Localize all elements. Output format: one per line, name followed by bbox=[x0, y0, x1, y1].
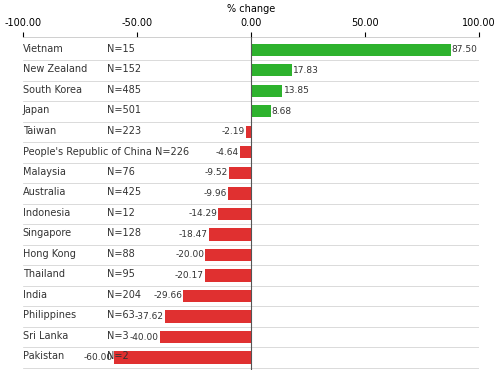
Text: Philippines: Philippines bbox=[22, 310, 76, 321]
Bar bbox=[205, 249, 251, 261]
Text: Taiwan: Taiwan bbox=[22, 126, 56, 136]
Bar bbox=[240, 146, 251, 159]
Bar bbox=[205, 269, 251, 282]
Text: N=88: N=88 bbox=[107, 249, 135, 259]
Text: Indonesia: Indonesia bbox=[22, 208, 70, 218]
Bar bbox=[208, 228, 251, 240]
Text: N=223: N=223 bbox=[107, 126, 142, 136]
Text: -20.17: -20.17 bbox=[174, 271, 204, 280]
Text: 87.50: 87.50 bbox=[452, 45, 477, 54]
Text: Hong Kong: Hong Kong bbox=[22, 249, 76, 259]
Text: N=15: N=15 bbox=[107, 44, 135, 54]
Text: N=152: N=152 bbox=[107, 64, 142, 74]
Bar bbox=[114, 351, 251, 364]
Text: -20.00: -20.00 bbox=[175, 251, 204, 260]
Text: -18.47: -18.47 bbox=[178, 230, 208, 239]
Text: N=3: N=3 bbox=[107, 331, 129, 341]
Text: -9.96: -9.96 bbox=[204, 189, 227, 198]
Bar bbox=[165, 310, 251, 323]
Text: N=425: N=425 bbox=[107, 187, 142, 197]
Text: South Korea: South Korea bbox=[22, 85, 82, 95]
Bar bbox=[251, 85, 282, 97]
Text: Sri Lanka: Sri Lanka bbox=[22, 331, 68, 341]
Bar bbox=[229, 167, 251, 179]
Text: Malaysia: Malaysia bbox=[22, 167, 66, 177]
Bar bbox=[251, 105, 270, 117]
Text: India: India bbox=[22, 290, 46, 300]
Text: N=12: N=12 bbox=[107, 208, 135, 218]
Text: -2.19: -2.19 bbox=[222, 127, 244, 137]
Text: New Zealand: New Zealand bbox=[22, 64, 87, 74]
Text: 17.83: 17.83 bbox=[292, 66, 318, 75]
Bar bbox=[251, 64, 292, 76]
Text: -37.62: -37.62 bbox=[135, 312, 164, 321]
Text: N=485: N=485 bbox=[107, 85, 141, 95]
Text: People's Republic of China N=226: People's Republic of China N=226 bbox=[22, 147, 189, 157]
Bar bbox=[183, 290, 251, 302]
Text: Japan: Japan bbox=[22, 105, 50, 115]
Text: Singapore: Singapore bbox=[22, 229, 72, 238]
Text: N=501: N=501 bbox=[107, 105, 141, 115]
Text: N=63: N=63 bbox=[107, 310, 135, 321]
Text: -9.52: -9.52 bbox=[205, 168, 228, 177]
Bar bbox=[160, 331, 251, 343]
Text: N=204: N=204 bbox=[107, 290, 141, 300]
Text: N=76: N=76 bbox=[107, 167, 135, 177]
Bar bbox=[251, 44, 450, 56]
Text: -29.66: -29.66 bbox=[153, 291, 182, 300]
Text: Australia: Australia bbox=[22, 187, 66, 197]
Bar bbox=[228, 187, 251, 200]
Bar bbox=[246, 126, 251, 138]
Text: 8.68: 8.68 bbox=[272, 107, 292, 116]
X-axis label: % change: % change bbox=[226, 4, 275, 14]
Text: N=2: N=2 bbox=[107, 352, 129, 362]
Text: N=128: N=128 bbox=[107, 229, 141, 238]
Text: Thailand: Thailand bbox=[22, 269, 64, 279]
Text: -14.29: -14.29 bbox=[188, 209, 217, 218]
Bar bbox=[218, 208, 251, 220]
Text: N=95: N=95 bbox=[107, 269, 135, 279]
Text: 13.85: 13.85 bbox=[284, 86, 310, 95]
Text: -4.64: -4.64 bbox=[216, 148, 239, 157]
Text: Pakistan: Pakistan bbox=[22, 352, 64, 362]
Text: Vietnam: Vietnam bbox=[22, 44, 64, 54]
Text: -40.00: -40.00 bbox=[130, 332, 158, 341]
Text: -60.00: -60.00 bbox=[84, 353, 113, 362]
